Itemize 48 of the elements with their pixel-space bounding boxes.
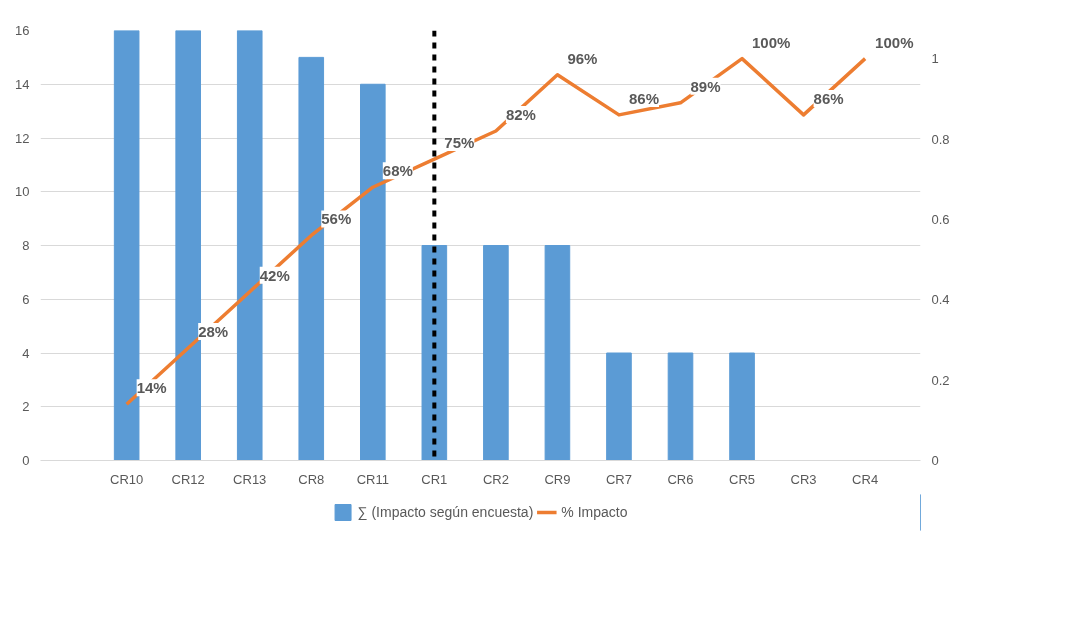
data-label: 28% (198, 322, 229, 340)
x-tick-label: CR3 (790, 471, 817, 487)
data-label: 68% (382, 162, 413, 180)
y2-tick-label: 1 (931, 51, 939, 67)
y-tick-label: 0 (22, 453, 30, 468)
y2-tick-label: 0.6 (931, 211, 950, 227)
data-label: 86% (628, 89, 659, 107)
x-tick-label: CR11 (356, 471, 389, 487)
y-tick-label: 16 (15, 23, 30, 38)
x-tick-label: CR2 (482, 471, 509, 487)
y-tick-label: 10 (15, 184, 30, 200)
data-label: 42% (259, 266, 290, 284)
bar (606, 352, 632, 461)
y-tick-label: 14 (15, 76, 30, 92)
bar (729, 352, 755, 461)
data-label: 14% (136, 379, 167, 397)
y-tick-label: 4 (22, 345, 30, 361)
y-tick-label: 12 (15, 130, 30, 146)
legend-label: ∑ (Impacto según encuesta) (357, 504, 534, 520)
y2-tick-label: 0 (931, 453, 939, 468)
bar (483, 245, 509, 461)
y-tick-label: 6 (22, 291, 30, 307)
x-tick-label: CR6 (667, 471, 694, 487)
legend-label: % Impacto (561, 504, 628, 520)
y-tick-label: 8 (22, 238, 30, 253)
data-label: 100% (752, 33, 791, 51)
y2-tick-label: 0.2 (931, 372, 950, 388)
x-tick-label: CR12 (171, 471, 205, 487)
bar (544, 245, 571, 461)
x-tick-label: CR9 (544, 471, 571, 487)
x-tick-label: CR4 (852, 471, 879, 487)
data-label: 100% (875, 33, 914, 51)
data-label: 56% (321, 210, 352, 228)
y2-tick-label: 0.4 (931, 292, 950, 308)
x-tick-label: CR1 (421, 471, 448, 487)
x-tick-label: CR5 (729, 471, 756, 487)
x-tick-label: CR10 (110, 471, 144, 487)
data-label: 75% (444, 134, 475, 152)
data-label: 86% (813, 89, 844, 107)
x-tick-label: CR8 (298, 471, 325, 487)
bar (667, 352, 694, 461)
data-label: 96% (567, 49, 598, 67)
y2-tick-label: 0.8 (931, 131, 950, 147)
x-tick-label: CR13 (233, 471, 267, 487)
data-label: 82% (505, 105, 536, 123)
data-label: 89% (690, 77, 721, 95)
y-tick-label: 2 (22, 399, 30, 415)
x-tick-label: CR7 (605, 471, 632, 487)
